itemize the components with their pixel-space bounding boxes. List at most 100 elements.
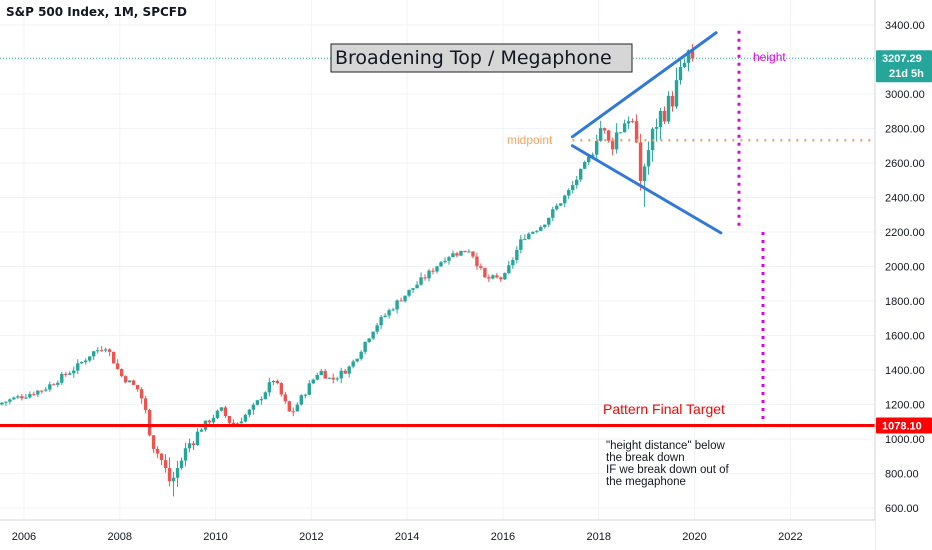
candle-body [403, 295, 407, 302]
candle-body [16, 396, 20, 398]
candle-body [559, 203, 563, 206]
price-tick-label: 1200.00 [885, 400, 925, 412]
candle-body [682, 62, 687, 68]
candle-body [211, 417, 216, 423]
candle-body [287, 401, 292, 412]
candle-body [183, 448, 188, 461]
candlestick-series [0, 44, 695, 497]
time-tick-label: 2014 [395, 531, 419, 543]
candle-body [499, 277, 503, 280]
candle-body [24, 397, 28, 399]
candle-body [64, 373, 68, 375]
trendline-lower[interactable] [570, 144, 723, 235]
candle-body [630, 121, 635, 123]
candle-body [435, 266, 439, 272]
candle-body [579, 168, 583, 180]
price-tick-label: 3400.00 [885, 20, 925, 32]
note-line: the megaphone [606, 476, 686, 488]
candle-body [143, 398, 148, 411]
candle-body [247, 409, 252, 415]
price-axis-bg [875, 0, 932, 550]
price-tick-label: 1600.00 [885, 331, 925, 343]
candle-body [171, 477, 176, 482]
candle-body [658, 110, 663, 128]
time-axis[interactable]: 2006 2008 2010 2012 2014 2016 2018 2020 2022 [0, 519, 875, 550]
candle-body [20, 396, 24, 399]
candle-body [367, 338, 371, 343]
candle-body [84, 360, 88, 363]
candle-body [455, 253, 459, 256]
candle-body [503, 273, 507, 280]
candle-body [167, 468, 172, 482]
candle-body [72, 370, 76, 374]
candle-body [387, 310, 391, 316]
symbol-title: S&P 500 Index, 1M, SPCFD [6, 5, 187, 19]
candle-body [191, 443, 196, 446]
note-line: "height distance" below [606, 440, 725, 452]
height-label: height [753, 50, 786, 64]
candle-body [519, 239, 523, 250]
candle-body [147, 410, 152, 436]
candle-body [339, 370, 343, 379]
candle-body [415, 284, 419, 289]
candle-body [227, 415, 232, 423]
last-price-value: 3207.29 [882, 53, 922, 65]
price-tick-label: 1800.00 [885, 296, 925, 308]
candle-body [563, 195, 567, 204]
candle-body [107, 349, 112, 352]
candle-body [511, 259, 515, 266]
candle-body [379, 316, 383, 326]
candle-body [487, 277, 491, 279]
candle-body [303, 394, 307, 396]
candle-body [239, 421, 244, 424]
price-tick-label: 2600.00 [885, 158, 925, 170]
candle-body [443, 260, 447, 263]
candle-body [219, 407, 224, 411]
last-price-badge [876, 50, 932, 83]
price-tick-label: 1000.00 [885, 434, 925, 446]
candle-body [395, 300, 399, 310]
candle-body [159, 453, 164, 461]
candle-body [626, 121, 631, 124]
pattern-label-box[interactable] [330, 43, 633, 73]
candle-body [419, 277, 423, 285]
candle-body [463, 250, 467, 253]
price-axis[interactable]: 600.00 800.00 1000.00 1200.00 1400.00 1600.00… [874, 0, 932, 550]
candle-body [638, 142, 643, 182]
candle-body [259, 399, 264, 401]
candle-body [423, 277, 427, 279]
candle-body [678, 67, 683, 81]
candle-body [88, 356, 92, 361]
candle-body [371, 331, 375, 339]
candle-body [12, 397, 16, 400]
candle-body [279, 383, 284, 395]
candle-body [40, 390, 44, 392]
candle-body [295, 404, 299, 412]
candle-body [407, 289, 411, 296]
candle-body [251, 404, 256, 410]
candle-body [291, 411, 296, 413]
candle-body [431, 270, 435, 272]
price-tick-label: 2200.00 [885, 227, 925, 239]
time-tick-label: 2010 [203, 531, 227, 543]
pattern-label: Broadening Top / Megaphone [335, 47, 612, 69]
candle-body [491, 275, 495, 279]
trendline-upper[interactable] [570, 31, 718, 139]
candle-body [36, 390, 40, 395]
candle-body [311, 379, 315, 384]
target-price-value: 1078.10 [882, 421, 922, 433]
candle-body [80, 362, 84, 364]
candle-body [439, 262, 443, 267]
time-tick-label: 2022 [778, 531, 802, 543]
candle-body [602, 128, 607, 131]
candle-body [255, 400, 260, 405]
candle-body [515, 249, 519, 260]
candle-body [670, 95, 675, 107]
candle-body [391, 309, 395, 311]
candle-body [479, 266, 483, 268]
candle-body [44, 389, 48, 391]
candle-body [151, 435, 156, 449]
candle-body [60, 373, 64, 383]
candle-body [103, 349, 108, 351]
